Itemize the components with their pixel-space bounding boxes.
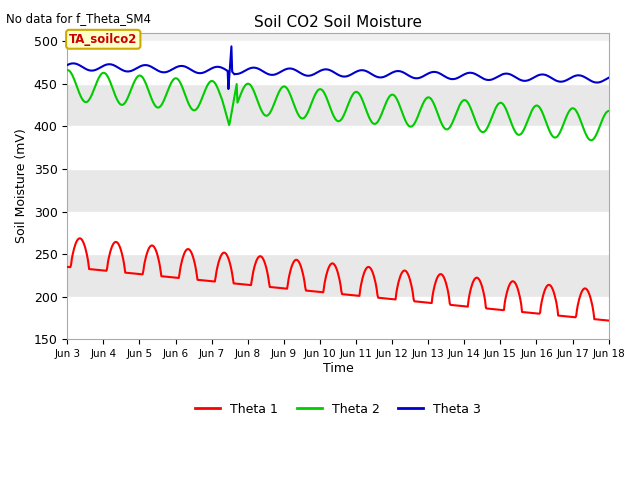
Bar bbox=[67, 84, 609, 126]
Y-axis label: Soil Moisture (mV): Soil Moisture (mV) bbox=[15, 129, 28, 243]
Bar bbox=[67, 254, 609, 297]
Text: TA_soilco2: TA_soilco2 bbox=[69, 33, 138, 46]
Bar bbox=[67, 126, 609, 169]
Legend: Theta 1, Theta 2, Theta 3: Theta 1, Theta 2, Theta 3 bbox=[190, 398, 486, 420]
Bar bbox=[67, 41, 609, 84]
Title: Soil CO2 Soil Moisture: Soil CO2 Soil Moisture bbox=[254, 15, 422, 30]
X-axis label: Time: Time bbox=[323, 362, 353, 375]
Bar bbox=[67, 212, 609, 254]
Bar bbox=[67, 169, 609, 212]
Text: No data for f_Theta_SM4: No data for f_Theta_SM4 bbox=[6, 12, 152, 25]
Bar bbox=[67, 297, 609, 339]
